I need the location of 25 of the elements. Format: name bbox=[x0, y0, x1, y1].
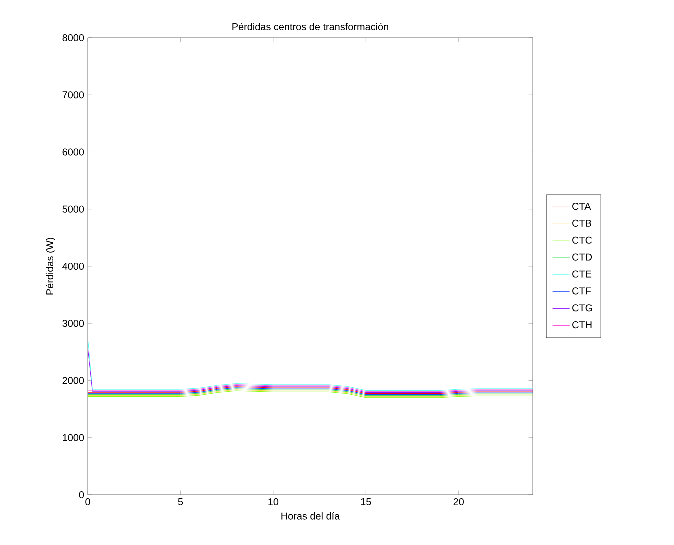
y-axis-title: Pérdidas (W) bbox=[46, 238, 56, 295]
legend-label: CTE bbox=[572, 270, 592, 278]
legend-label: CTA bbox=[572, 202, 592, 210]
x-tick-label: 5 bbox=[178, 498, 184, 506]
legend-label: CTF bbox=[572, 288, 592, 295]
x-tick-label: 10 bbox=[268, 498, 279, 506]
x-tick-label: 15 bbox=[361, 498, 372, 506]
legend-label: CTG bbox=[572, 304, 592, 312]
y-tick-label: 1000 bbox=[63, 434, 84, 442]
chart-title: Pérdidas centros de transformación bbox=[232, 23, 388, 30]
x-tick-label: 20 bbox=[454, 498, 464, 506]
x-axis-title: Horas del día bbox=[282, 512, 340, 520]
legend-label: CTH bbox=[572, 322, 592, 329]
y-tick-label: 8000 bbox=[62, 34, 84, 42]
x-tick-label: 0 bbox=[86, 498, 90, 506]
y-tick-label: 6000 bbox=[62, 148, 84, 156]
y-tick-label: 3000 bbox=[62, 320, 84, 328]
legend-label: CTB bbox=[572, 220, 592, 227]
y-tick-label: 2000 bbox=[62, 377, 84, 384]
y-tick-label: 0 bbox=[79, 491, 84, 499]
legend-label: CTD bbox=[572, 254, 592, 261]
y-tick-label: 5000 bbox=[62, 206, 84, 213]
y-tick-label: 7000 bbox=[62, 92, 84, 99]
legend-label: CTC bbox=[572, 236, 592, 244]
y-tick-label: 4000 bbox=[62, 262, 84, 270]
